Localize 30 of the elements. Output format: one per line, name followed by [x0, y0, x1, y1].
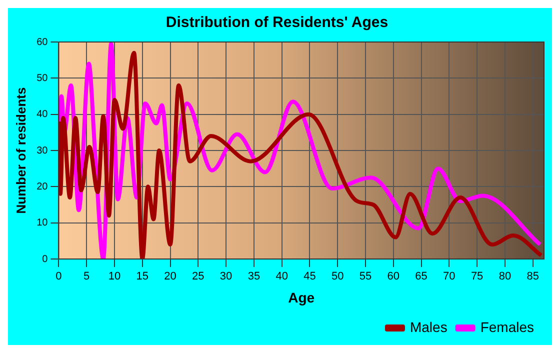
y-tick-label: 40: [36, 109, 48, 120]
x-tick-label: 20: [164, 270, 176, 283]
x-tick-label: 50: [331, 270, 344, 283]
x-tick-label: 0: [56, 270, 62, 283]
y-axis-title: Number of residents: [13, 87, 28, 214]
x-tick-label: 25: [192, 270, 204, 283]
x-tick-label: 55: [359, 270, 372, 283]
x-axis-title: Age: [288, 289, 315, 306]
x-tick-label: 75: [470, 270, 484, 283]
x-tick-label: 40: [276, 270, 288, 283]
x-tick-label: 65: [415, 270, 428, 283]
x-tick-label: 30: [220, 270, 232, 283]
x-tick-label: 70: [443, 270, 456, 283]
y-tick-label: 60: [36, 36, 48, 48]
x-tick-label: 80: [498, 270, 512, 283]
legend-label: Females: [480, 318, 534, 335]
x-tick-label: 85: [526, 270, 539, 283]
x-tick-label: 10: [108, 270, 121, 283]
x-tick-label: 35: [248, 270, 260, 283]
x-tick-label: 60: [387, 270, 400, 283]
y-tick-label: 50: [36, 72, 48, 84]
x-tick-label: 45: [304, 270, 316, 283]
y-tick-label: 10: [36, 218, 48, 229]
x-tick-label: 5: [84, 270, 90, 283]
y-tick-label: 20: [36, 181, 48, 192]
y-tick-label: 30: [36, 145, 48, 156]
chart-title: Distribution of Residents' Ages: [166, 14, 388, 32]
y-tick-label: 0: [42, 254, 48, 265]
legend-label: Males: [410, 318, 448, 335]
x-tick-label: 15: [136, 270, 149, 283]
